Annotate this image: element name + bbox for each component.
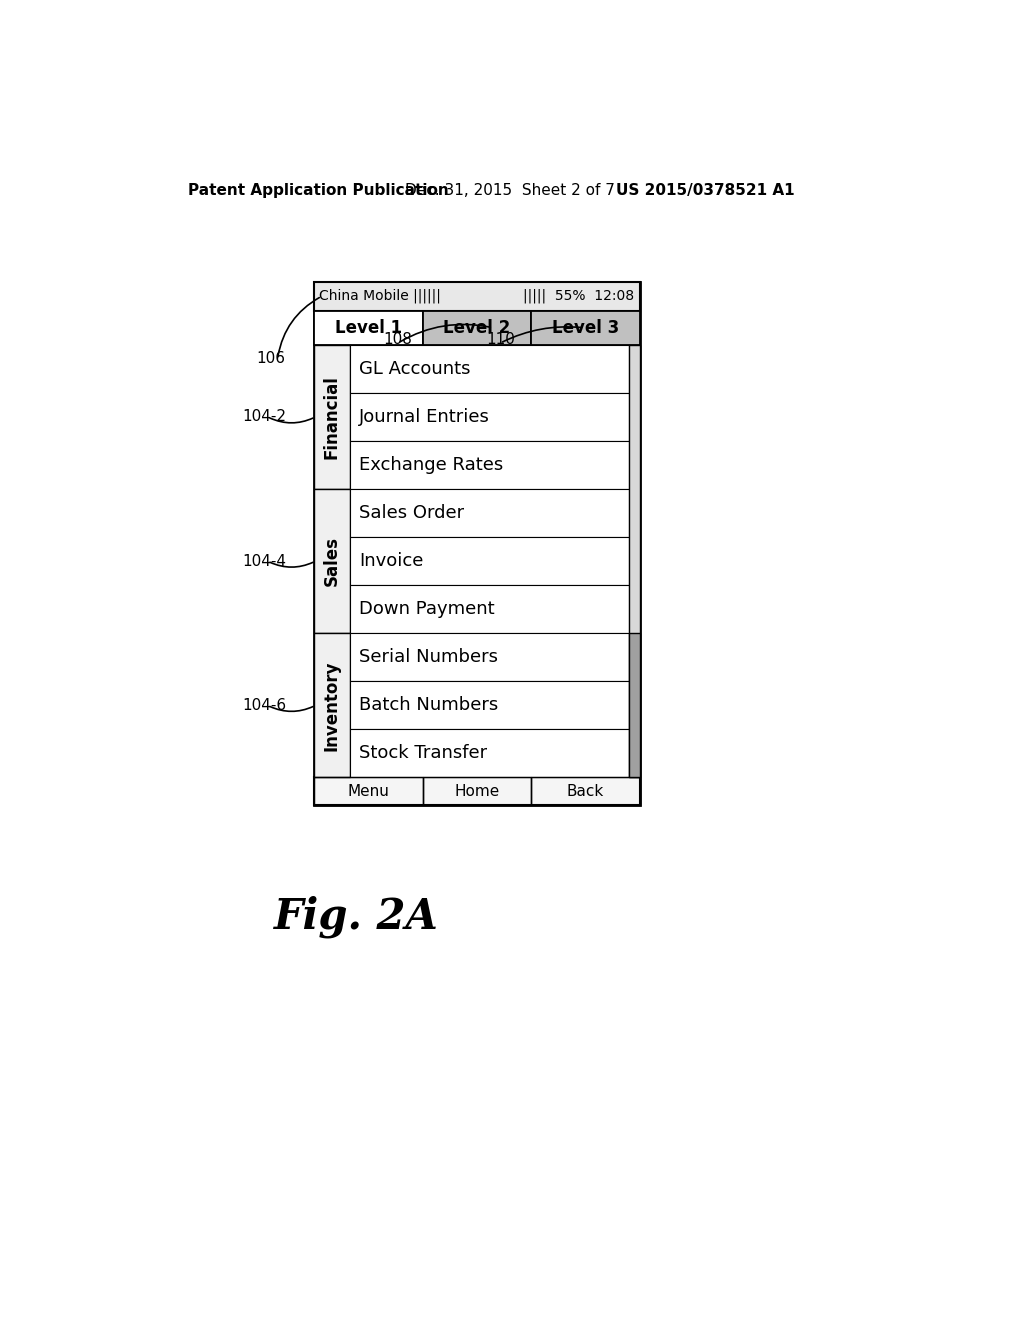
Text: Down Payment: Down Payment [359, 601, 495, 618]
Text: Home: Home [454, 784, 500, 799]
Text: GL Accounts: GL Accounts [359, 360, 470, 378]
Bar [531, 777, 640, 805]
Text: Sales: Sales [323, 536, 341, 586]
Bar [630, 634, 640, 777]
Text: Level 2: Level 2 [443, 319, 510, 337]
Text: 104-4: 104-4 [243, 553, 287, 569]
Text: Inventory: Inventory [323, 660, 341, 751]
Bar [349, 345, 630, 393]
Bar [349, 585, 630, 634]
Bar [314, 777, 423, 805]
Text: Fig. 2A: Fig. 2A [274, 895, 439, 939]
Text: Invoice: Invoice [359, 552, 423, 570]
Text: Back: Back [566, 784, 604, 799]
Bar [349, 441, 630, 488]
Text: Serial Numbers: Serial Numbers [359, 648, 498, 667]
Bar [314, 777, 640, 805]
Bar [423, 312, 531, 345]
Text: Sales Order: Sales Order [359, 504, 464, 521]
Text: 104-2: 104-2 [243, 409, 287, 424]
Bar [349, 537, 630, 585]
Bar [349, 393, 630, 441]
Bar [314, 312, 423, 345]
Bar [349, 681, 630, 730]
Text: 108: 108 [384, 331, 413, 347]
Bar [630, 345, 640, 777]
Bar [314, 281, 640, 805]
Text: 110: 110 [486, 331, 515, 347]
Text: Journal Entries: Journal Entries [359, 408, 489, 426]
Text: 104-6: 104-6 [243, 698, 287, 713]
Bar [314, 345, 349, 488]
Text: |||||  55%  12:08: ||||| 55% 12:08 [523, 289, 634, 304]
Bar [314, 488, 349, 634]
Bar [314, 281, 640, 312]
Bar [349, 634, 630, 681]
Text: Dec. 31, 2015  Sheet 2 of 7: Dec. 31, 2015 Sheet 2 of 7 [406, 183, 615, 198]
Text: China Mobile ||||||: China Mobile |||||| [319, 289, 441, 304]
Bar [314, 634, 349, 777]
Text: Menu: Menu [347, 784, 389, 799]
Bar [349, 488, 630, 537]
Text: Batch Numbers: Batch Numbers [359, 697, 499, 714]
Text: Exchange Rates: Exchange Rates [359, 455, 503, 474]
Text: Level 3: Level 3 [552, 319, 618, 337]
Bar [349, 730, 630, 777]
Text: Patent Application Publication: Patent Application Publication [188, 183, 450, 198]
Text: Stock Transfer: Stock Transfer [359, 744, 487, 763]
Text: 106: 106 [256, 351, 285, 366]
Text: US 2015/0378521 A1: US 2015/0378521 A1 [616, 183, 795, 198]
Text: Level 1: Level 1 [335, 319, 401, 337]
Bar [531, 312, 640, 345]
Text: Financial: Financial [323, 375, 341, 459]
Bar [423, 777, 531, 805]
